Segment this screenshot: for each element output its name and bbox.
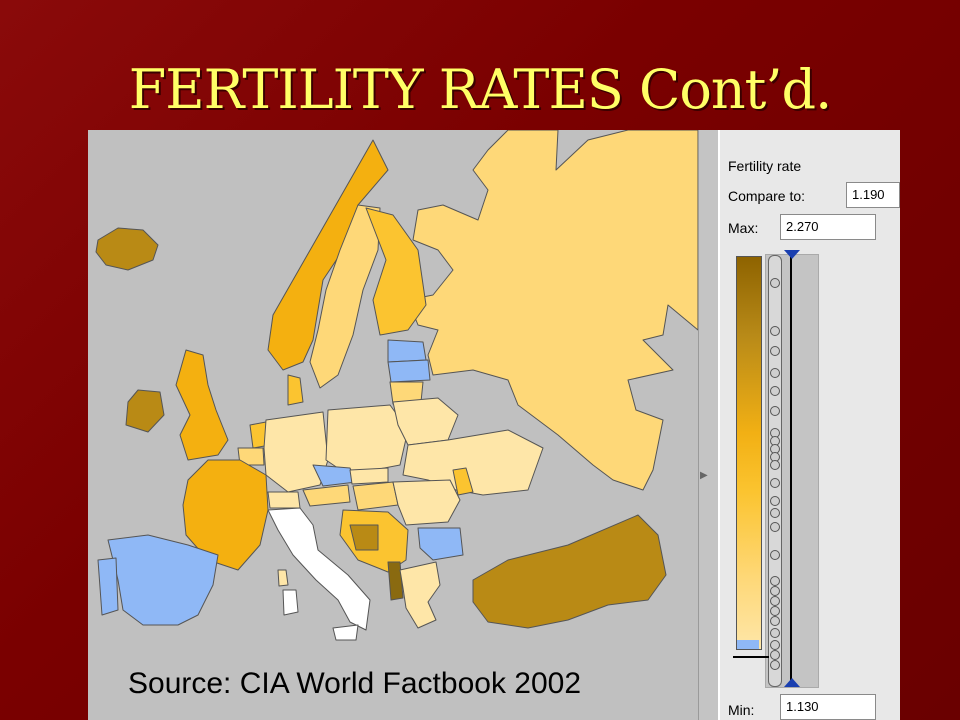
region-uk [175,349,229,461]
min-marker-icon[interactable] [784,678,800,687]
slide-title: FERTILITY RATES Cont’d. [128,58,832,121]
europe-map: Source: CIA World Factbook 2002 [88,130,698,720]
value-dot [770,628,780,638]
region-latvia [387,359,431,383]
compare-input[interactable]: 1.190 [846,182,900,208]
max-label: Max: [728,220,759,236]
value-dot [770,326,780,336]
value-dots-track [768,255,782,687]
collapse-arrow-icon[interactable]: ▶ [700,470,708,481]
region-poland [325,404,409,476]
value-dot [770,586,780,596]
region-estonia [387,339,427,363]
region-iceland [95,227,159,271]
map-canvas [95,130,698,641]
region-ireland [125,389,165,433]
region-slovakia [349,467,389,485]
region-austria [302,484,351,507]
value-dot [770,508,780,518]
region-bulgaria [417,527,464,561]
value-dot [770,386,780,396]
region-sweden [309,204,381,389]
max-input[interactable]: 2.270 [780,214,876,240]
value-dot [770,368,780,378]
region-turkey [472,514,667,629]
region-spain [107,534,219,626]
region-bosnia [349,524,379,551]
region-hungary [352,481,399,511]
region-italy [267,507,371,631]
value-dot [770,278,780,288]
region-sardinia [282,589,299,616]
legend-panel: Fertility rate Compare to: 1.190 Max: 2.… [718,130,900,720]
region-romania [392,479,461,526]
compare-band [737,640,759,649]
region-belgium [237,447,265,466]
region-corsica [277,569,289,587]
value-dot [770,346,780,356]
source-caption: Source: CIA World Factbook 2002 [128,667,582,700]
value-dot [770,650,780,660]
value-dot [770,596,780,606]
region-albania [387,561,404,601]
value-dot [770,478,780,488]
value-dot [770,640,780,650]
value-dot [770,606,780,616]
region-moldova [452,467,474,496]
region-portugal [97,557,119,616]
value-dot [770,576,780,586]
color-ramp [736,256,762,650]
region-france [182,459,269,571]
region-russia [407,130,698,491]
region-germany [263,411,329,493]
legend-title: Fertility rate [728,158,802,174]
region-finland [365,207,427,336]
value-dot [770,522,780,532]
region-greece [399,561,441,629]
compare-arrow-icon [733,656,769,658]
compare-slider-line[interactable] [790,255,792,687]
value-dot [770,460,780,470]
compare-label: Compare to: [728,188,806,204]
panel-divider[interactable] [698,130,719,720]
region-ukraine [402,429,544,496]
min-input[interactable]: 1.130 [780,694,876,720]
max-marker-icon[interactable] [784,250,800,259]
value-dot [770,406,780,416]
value-dot [770,660,780,670]
value-dot [770,496,780,506]
region-denmark [287,374,304,406]
region-switzerland [267,491,301,509]
value-dot [770,550,780,560]
region-sicily [332,624,359,641]
slider-track[interactable] [765,254,819,688]
value-dot [770,616,780,626]
min-label: Min: [728,702,755,718]
